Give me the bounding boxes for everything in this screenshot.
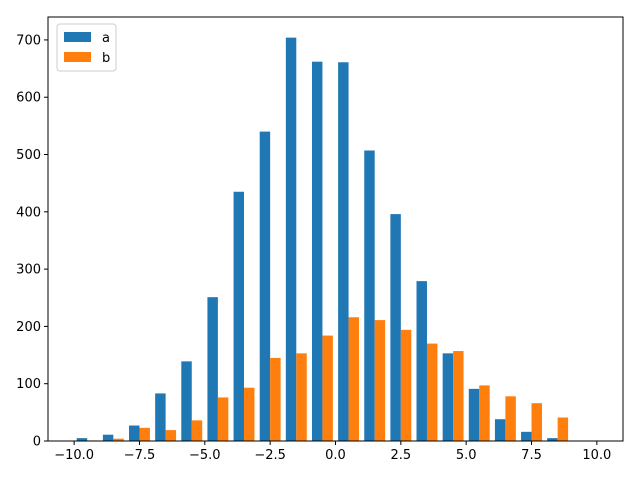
legend-swatch-a — [64, 32, 91, 42]
legend-label-a: a — [102, 31, 110, 46]
bar-a-bin-18 — [547, 438, 558, 441]
y-tick-label: 600 — [16, 91, 41, 106]
bar-b-bin-8 — [296, 353, 307, 441]
bar-a-bin-11 — [364, 150, 375, 441]
bar-a-bin-13 — [416, 281, 427, 441]
y-axis: 0 100 200 300 400 500 600 700 — [16, 33, 48, 450]
x-axis: −10.0 −7.5 −5.0 −2.5 0.0 2.5 5.0 7.5 10.0 — [54, 441, 611, 463]
bar-b-bin-5 — [217, 397, 229, 441]
bar-b-bin-14 — [453, 351, 464, 441]
bar-b-bin-16 — [505, 396, 516, 441]
bar-a-bin-15 — [468, 388, 480, 441]
bar-b-bin-17 — [531, 403, 542, 441]
y-tick-label: 700 — [16, 33, 41, 48]
y-tick-label: 0 — [33, 435, 41, 450]
bar-a-bin-4 — [181, 361, 192, 441]
x-tick-label: 2.5 — [390, 448, 411, 463]
bar-b-bin-1 — [113, 438, 124, 441]
legend: a b — [56, 23, 117, 72]
bar-a-bin-14 — [442, 353, 454, 441]
bar-b-bin-3 — [165, 430, 177, 441]
x-tick-label: 10.0 — [582, 448, 611, 463]
bar-b-bin-10 — [348, 317, 360, 441]
x-tick-label: −10.0 — [54, 448, 94, 463]
bar-b-bin-15 — [479, 385, 490, 441]
plot-frame — [47, 16, 624, 442]
bar-b-bin-2 — [139, 427, 150, 441]
x-tick-label: −7.5 — [124, 448, 156, 463]
bar-b-bin-9 — [322, 335, 333, 441]
plot-area — [48, 17, 623, 441]
x-tick-label: 5.0 — [456, 448, 477, 463]
legend-swatch-b — [64, 52, 91, 62]
bar-a-bin-7 — [259, 131, 271, 441]
y-tick-label: 400 — [16, 205, 41, 220]
series-a-bars — [76, 37, 558, 441]
bar-b-bin-6 — [244, 387, 255, 441]
x-tick-label: −2.5 — [254, 448, 286, 463]
bar-a-bin-1 — [102, 434, 114, 441]
y-tick-label: 100 — [16, 377, 41, 392]
y-tick-label: 300 — [16, 263, 41, 278]
bar-a-bin-12 — [390, 214, 401, 441]
y-tick-label: 500 — [16, 148, 41, 163]
bar-a-bin-5 — [207, 297, 218, 441]
x-tick-label: −5.0 — [189, 448, 221, 463]
bar-b-bin-18 — [557, 417, 569, 441]
bar-b-bin-13 — [426, 343, 438, 441]
y-tick-label: 200 — [16, 320, 41, 335]
bar-a-bin-0 — [76, 438, 88, 441]
x-tick-label: 0.0 — [325, 448, 346, 463]
bar-b-bin-4 — [191, 420, 203, 441]
bar-a-bin-16 — [494, 419, 506, 441]
bar-b-bin-11 — [374, 320, 386, 441]
bar-a-bin-3 — [155, 393, 166, 441]
bar-b-bin-12 — [400, 329, 412, 441]
bar-a-bin-6 — [233, 191, 245, 441]
x-tick-label: 7.5 — [521, 448, 542, 463]
bar-a-bin-9 — [311, 61, 323, 441]
bar-a-bin-8 — [285, 37, 297, 441]
bar-a-bin-10 — [338, 62, 349, 441]
bar-b-bin-7 — [270, 357, 281, 441]
bar-a-bin-17 — [521, 431, 532, 441]
bar-a-bin-2 — [129, 425, 140, 441]
series-b-bars — [87, 317, 569, 441]
legend-label-b: b — [102, 51, 110, 66]
